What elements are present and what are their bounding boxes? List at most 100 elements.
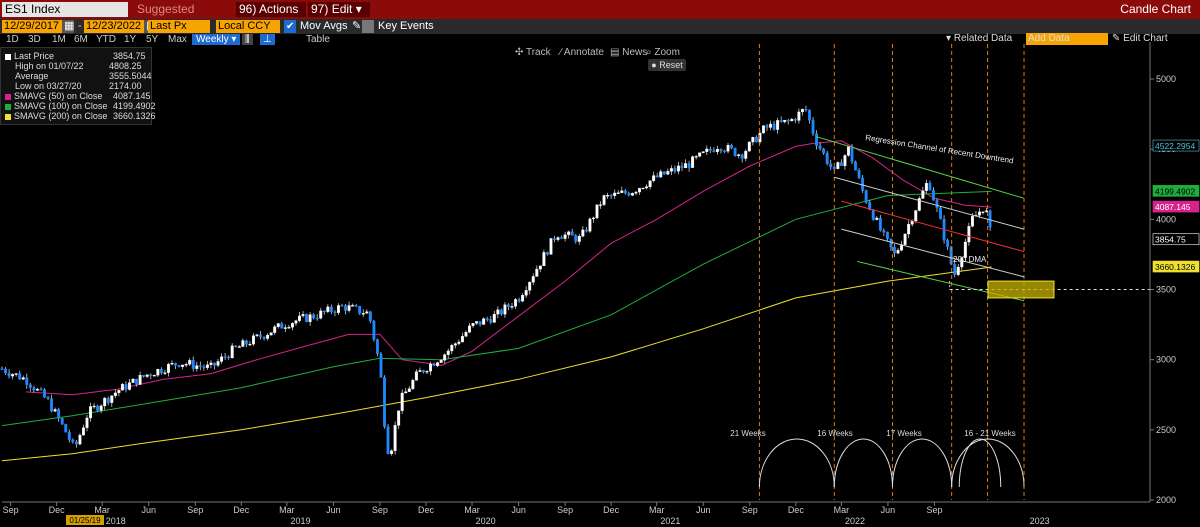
- start-date-input[interactable]: 12/29/2017: [2, 20, 62, 33]
- candle-body: [878, 217, 882, 231]
- track-label: Track: [525, 47, 551, 58]
- zoom-tool[interactable]: ⌕ Zoom: [646, 47, 680, 58]
- candle-body: [811, 119, 815, 134]
- ticker-field[interactable]: ES1 Index: [2, 2, 128, 17]
- news-tool[interactable]: ▤ News: [610, 47, 648, 58]
- candle-body: [602, 195, 606, 205]
- pencil-icon[interactable]: ✎: [352, 20, 362, 32]
- key-events-checkbox[interactable]: [362, 20, 374, 33]
- candle-body: [510, 306, 514, 308]
- candle-body: [439, 360, 443, 363]
- period-5y[interactable]: 5Y: [146, 34, 159, 45]
- period-1d[interactable]: 1D: [6, 34, 19, 45]
- date-separator: -: [78, 20, 82, 32]
- candle-body: [436, 362, 440, 366]
- candle-body: [478, 321, 482, 325]
- candle-body: [673, 168, 677, 172]
- candle-body: [25, 377, 29, 385]
- candle-body: [82, 427, 85, 436]
- candle-body: [538, 265, 542, 270]
- candle-body: [623, 190, 627, 194]
- candle-body: [790, 119, 794, 122]
- candle-icon[interactable]: ⫼: [242, 34, 253, 45]
- end-date-input[interactable]: 12/23/2022: [84, 20, 144, 33]
- frequency-select[interactable]: Weekly ▾: [192, 34, 241, 45]
- candle-body: [50, 398, 54, 412]
- candle-body: [290, 323, 294, 328]
- candle-body: [167, 364, 170, 373]
- candle-body: [754, 136, 758, 143]
- related-data-menu[interactable]: ▾ Related Data: [946, 33, 1013, 44]
- candle-body: [216, 361, 220, 366]
- candle-body: [117, 390, 121, 394]
- candle-body: [659, 171, 663, 178]
- candle-body: [276, 323, 280, 327]
- currency-select[interactable]: Local CCY: [216, 20, 280, 33]
- candle-body: [120, 384, 124, 391]
- candle-body: [680, 165, 684, 169]
- period-max[interactable]: Max: [168, 34, 187, 45]
- candle-body: [174, 362, 177, 366]
- regression-channel-line: [841, 200, 1025, 253]
- edit-menu[interactable]: 97) Edit ▾: [308, 2, 370, 17]
- candle-body: [737, 154, 741, 157]
- table-button[interactable]: Table: [306, 34, 330, 45]
- candle-body: [85, 417, 89, 428]
- candle-body: [981, 211, 985, 213]
- period-ytd[interactable]: YTD: [96, 34, 116, 45]
- candle-body: [446, 350, 450, 355]
- candle-body: [751, 136, 755, 143]
- period-3d[interactable]: 3D: [28, 34, 41, 45]
- candle-body: [18, 373, 22, 380]
- candle-body: [779, 120, 783, 123]
- reset-button[interactable]: ● Reset: [648, 59, 686, 71]
- candle-body: [471, 323, 475, 327]
- candle-body: [43, 389, 46, 398]
- candle-body: [124, 384, 128, 390]
- candle-body: [429, 363, 432, 372]
- period-1y[interactable]: 1Y: [124, 34, 137, 45]
- track-tool[interactable]: ✣ Track: [515, 47, 551, 58]
- period-6m[interactable]: 6M: [74, 34, 88, 45]
- candle-body: [298, 315, 301, 321]
- candle-body: [783, 120, 787, 123]
- value-label-box: [1152, 260, 1200, 273]
- y-tick-label: 3500: [1156, 285, 1176, 295]
- candle-body: [468, 325, 471, 333]
- period-1m[interactable]: 1M: [52, 34, 66, 45]
- x-year-label: 2020: [476, 516, 496, 526]
- ma-line: [1, 190, 992, 427]
- field-select[interactable]: Last Px: [148, 20, 210, 33]
- annotate-tool[interactable]: ∕ Annotate: [560, 47, 604, 58]
- related-data-label: Related Data: [953, 33, 1013, 44]
- cycle-arc: [833, 438, 893, 488]
- candle-body: [634, 191, 638, 194]
- candle-body: [28, 384, 32, 388]
- mov-avgs-checkbox[interactable]: ✔: [284, 20, 296, 33]
- candle-body: [726, 145, 730, 152]
- candle-body: [606, 195, 610, 197]
- candle-body: [620, 190, 624, 193]
- candle-body: [616, 192, 620, 194]
- candle-body: [443, 354, 447, 361]
- candle-body: [21, 377, 25, 380]
- candle-body: [375, 339, 379, 355]
- actions-label: Actions: [259, 2, 299, 16]
- candle-body: [89, 406, 92, 419]
- candle-body: [329, 306, 333, 312]
- candle-body: [924, 183, 928, 191]
- add-data-input[interactable]: Add Data: [1026, 33, 1108, 45]
- edit-chart-button[interactable]: ✎ Edit Chart: [1112, 33, 1168, 44]
- candle-body: [708, 148, 712, 151]
- calendar-icon[interactable]: ▦: [62, 20, 75, 33]
- candle-body: [393, 425, 397, 451]
- candle-body: [638, 188, 641, 193]
- candle-body: [574, 235, 578, 242]
- x-year-label: 2019: [290, 516, 310, 526]
- candle-body: [35, 388, 39, 391]
- candle-body: [358, 305, 362, 314]
- ma-line: [25, 140, 992, 396]
- chart-style-icon[interactable]: ⊥: [260, 34, 275, 45]
- candle-body: [485, 318, 489, 320]
